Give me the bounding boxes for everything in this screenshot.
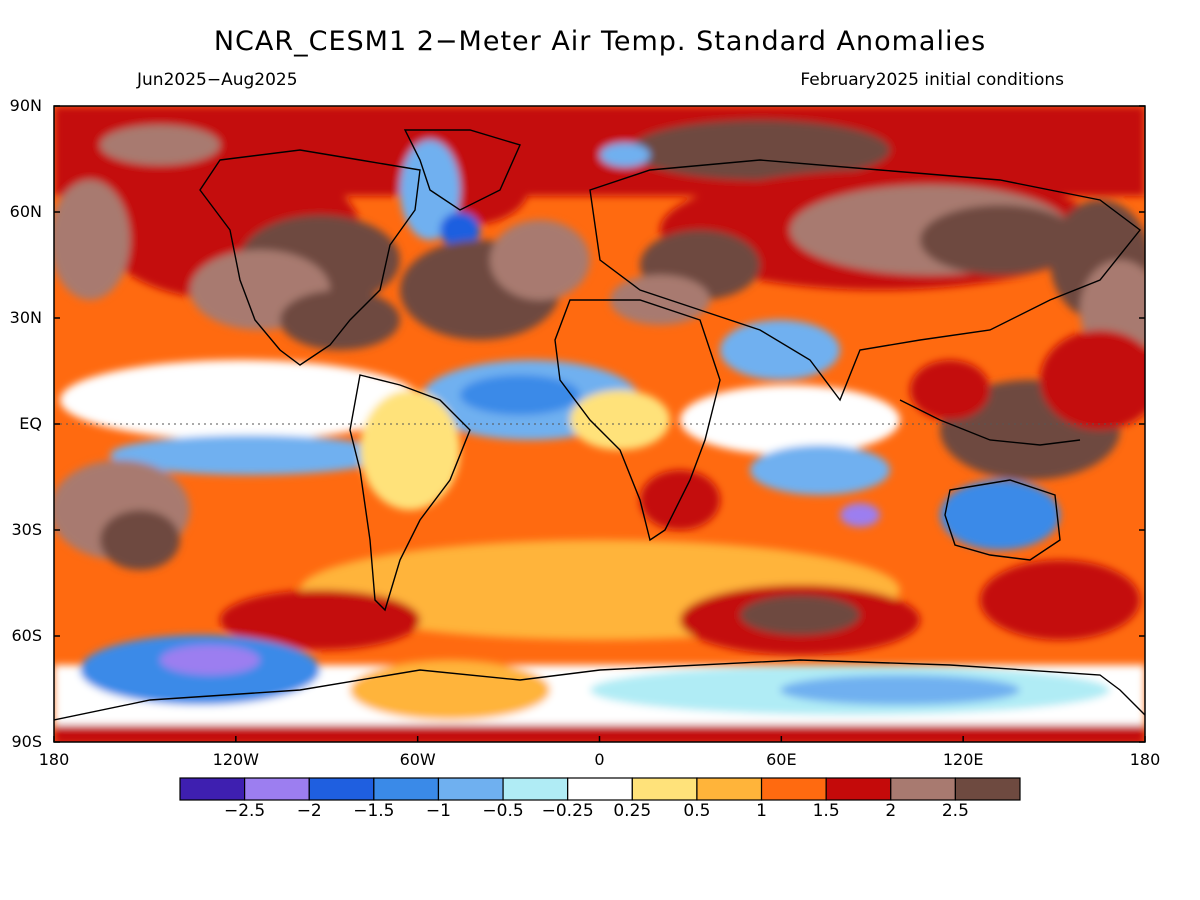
colorbar-swatch xyxy=(954,777,1021,801)
colorbar-label: −0.25 xyxy=(541,801,594,821)
colorbar-label: −0.5 xyxy=(482,801,524,821)
lon-tick-label: 120E xyxy=(942,750,984,769)
colorbar-swatch xyxy=(567,777,633,801)
colorbar-label: 1.5 xyxy=(812,801,840,821)
colorbar-swatch xyxy=(179,777,246,801)
lat-tick-label: EQ xyxy=(19,414,42,433)
coastlines xyxy=(54,129,1145,721)
lon-tick-label: 180 xyxy=(1129,750,1161,769)
colorbar-swatch xyxy=(825,777,892,801)
anomaly-field xyxy=(54,106,1145,742)
colorbar-label: 1 xyxy=(756,801,767,821)
lat-tick-label: 60N xyxy=(9,202,42,221)
colorbar-swatch xyxy=(696,777,763,801)
map-title: NCAR_CESM1 2−Meter Air Temp. Standard An… xyxy=(213,26,987,57)
season-label: Jun2025−Aug2025 xyxy=(137,70,298,90)
lon-tick-label: 180 xyxy=(38,750,70,769)
lat-tick-label: 30N xyxy=(9,308,42,327)
lon-tick-label: 0 xyxy=(594,750,605,769)
colorbar-label: 2 xyxy=(885,801,897,821)
colorbar-swatch xyxy=(308,777,375,801)
colorbar-swatch xyxy=(373,777,440,801)
lat-tick-label: 90N xyxy=(9,96,42,115)
colorbar-swatch xyxy=(437,777,504,801)
lon-tick-label: 60W xyxy=(399,750,436,769)
lon-tick-label: 120W xyxy=(212,750,259,769)
lat-tick-label: 90S xyxy=(11,732,42,751)
colorbar-label: −1.5 xyxy=(353,801,395,821)
colorbar-swatch xyxy=(890,777,956,801)
colorbar-label: 0.5 xyxy=(683,801,711,821)
lon-tick-label: 60E xyxy=(766,750,797,769)
colorbar-swatch xyxy=(760,777,827,801)
colorbar xyxy=(179,777,1021,801)
colorbar-swatch xyxy=(631,777,698,801)
lat-tick-label: 60S xyxy=(11,626,42,645)
colorbar-label: 2.5 xyxy=(941,801,969,821)
colorbar-label: −2 xyxy=(296,801,322,821)
colorbar-swatch xyxy=(502,777,569,801)
colorbar-swatch xyxy=(244,777,310,801)
lat-tick-label: 30S xyxy=(11,520,42,539)
colorbar-label: −1 xyxy=(425,801,451,821)
colorbar-label: 0.25 xyxy=(613,801,652,821)
colorbar-label: −2.5 xyxy=(223,801,266,821)
initial-conditions-label: February2025 initial conditions xyxy=(800,70,1064,90)
